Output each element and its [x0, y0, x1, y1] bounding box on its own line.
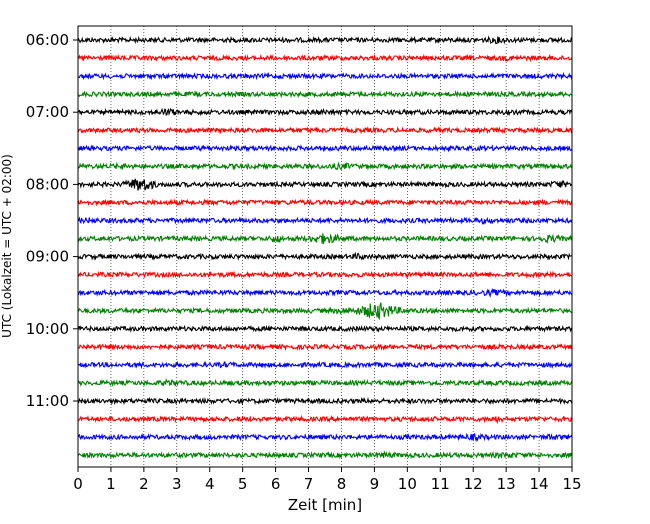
x-tick-label: 15 [562, 475, 581, 493]
y-tick-label: 11:00 [26, 392, 69, 410]
y-tick-label: 07:00 [26, 103, 69, 121]
x-tick-label: 12 [464, 475, 483, 493]
trace-line [77, 396, 573, 406]
trace-line [77, 302, 573, 321]
trace-line [77, 251, 573, 261]
x-axis-label: Zeit [min] [288, 496, 362, 514]
trace-line [77, 324, 573, 333]
y-tick-label: 09:00 [26, 248, 69, 266]
trace-line [77, 161, 572, 171]
trace-line [77, 342, 573, 352]
trace-line [77, 126, 573, 135]
trace-line [77, 89, 573, 99]
y-tick-label: 10:00 [26, 320, 69, 338]
x-tick-label: 14 [530, 475, 549, 493]
trace-line [77, 450, 573, 460]
trace-line [77, 216, 573, 226]
x-tick-label: 3 [172, 475, 182, 493]
trace-line [77, 414, 573, 425]
x-tick-label: 7 [304, 475, 314, 493]
x-tick-label: 1 [106, 475, 116, 493]
x-tick-label: 8 [337, 475, 347, 493]
y-axis-ticks: 06:00 07:00 08:00 09:00 10:00 11:00 [26, 31, 78, 410]
trace-line [77, 360, 573, 370]
x-tick-label: 4 [205, 475, 215, 493]
trace-line [77, 144, 573, 153]
trace-line [77, 178, 573, 191]
y-tick-label: 06:00 [26, 31, 69, 49]
trace-line [77, 233, 573, 244]
trace-lines [77, 35, 573, 460]
x-axis-ticks: 0 1 2 3 4 5 6 7 8 9 10 11 12 13 14 15 [73, 467, 582, 493]
x-tick-label: 9 [370, 475, 380, 493]
trace-line [77, 71, 573, 81]
y-axis-label: UTC (Lokalzeit = UTC + 02:00) [0, 154, 14, 338]
trace-line [77, 198, 573, 207]
trace-line [77, 35, 572, 45]
trace-line [77, 53, 573, 63]
x-tick-label: 6 [271, 475, 281, 493]
trace-line [77, 287, 573, 299]
x-tick-label: 5 [238, 475, 248, 493]
x-tick-label: 0 [73, 475, 83, 493]
x-tick-label: 11 [431, 475, 450, 493]
y-tick-label: 08:00 [26, 175, 69, 193]
x-tick-label: 2 [139, 475, 149, 493]
x-tick-label: 10 [398, 475, 417, 493]
trace-line [77, 270, 573, 279]
trace-line [77, 377, 573, 388]
trace-line [77, 107, 573, 117]
axes-frame [77, 25, 573, 468]
trace-line [77, 432, 573, 443]
x-tick-label: 13 [497, 475, 516, 493]
